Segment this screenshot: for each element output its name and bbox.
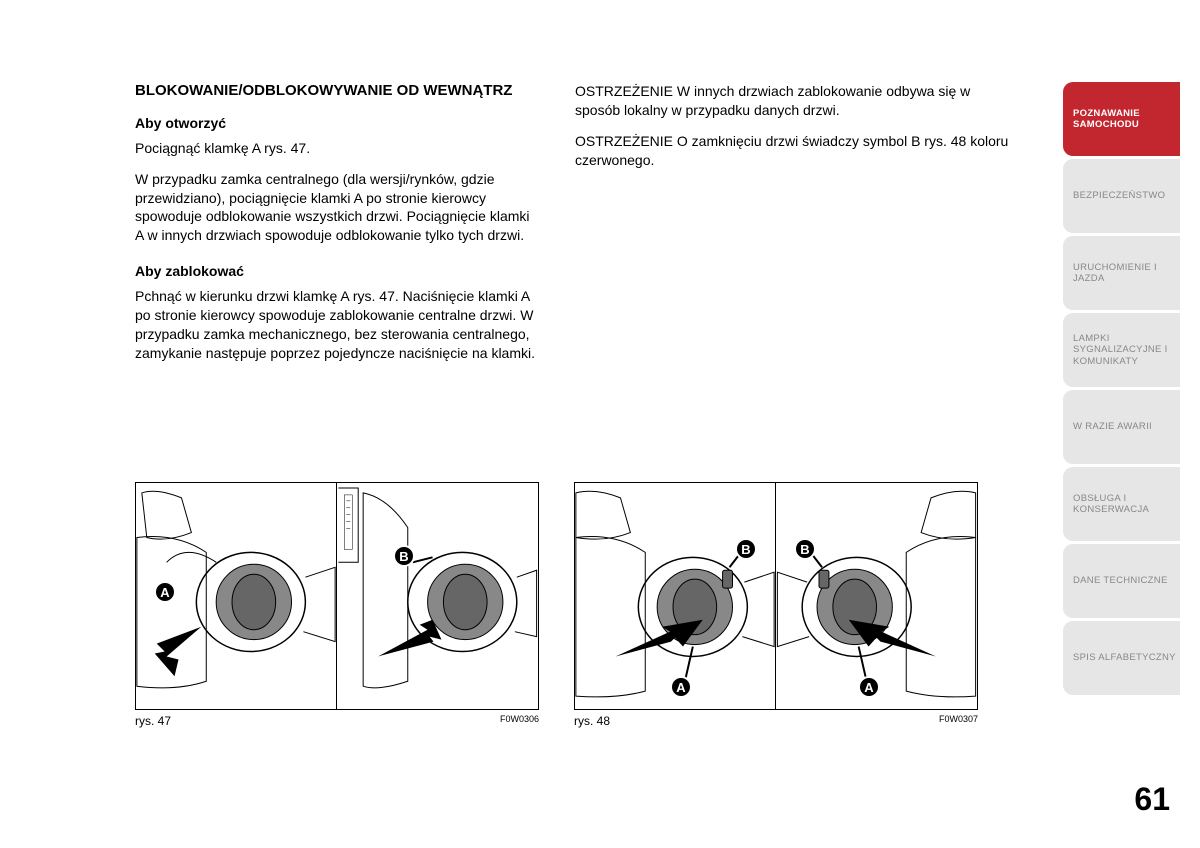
figure-caption: rys. 48 <box>574 714 610 728</box>
tab-poznawanie[interactable]: POZNAWANIE SAMOCHODU <box>1063 82 1180 156</box>
right-column: OSTRZEŻENIE W innych drzwiach zablokowan… <box>575 82 1015 182</box>
marker-a: A <box>154 581 176 603</box>
tab-uruchomienie[interactable]: URUCHOMIENIE I JAZDA <box>1063 236 1180 310</box>
tab-label: DANE TECHNICZNE <box>1073 575 1168 586</box>
left-column: BLOKOWANIE/ODBLOKOWYWANIE OD WEWNĄTRZ Ab… <box>135 82 540 375</box>
marker-a: A <box>858 676 880 698</box>
figure-48-group: B A B A rys <box>574 482 978 728</box>
figure-47-right: B <box>337 482 539 710</box>
tab-lampki[interactable]: LAMPKI SYGNALIZACYJNE I KOMUNIKATY <box>1063 313 1180 387</box>
marker-b: B <box>393 545 415 567</box>
sidebar-tabs: POZNAWANIE SAMOCHODU BEZPIECZEŃSTWO URUC… <box>1063 82 1180 698</box>
subheading-lock: Aby zablokować <box>135 263 540 279</box>
tab-label: POZNAWANIE SAMOCHODU <box>1073 108 1180 131</box>
figures-container: A B <box>135 482 1025 728</box>
marker-b: B <box>794 538 816 560</box>
paragraph: Pociągnąć klamkę A rys. 47. <box>135 139 540 158</box>
tab-label: BEZPIECZEŃSTWO <box>1073 190 1165 201</box>
tab-bezpieczenstwo[interactable]: BEZPIECZEŃSTWO <box>1063 159 1180 233</box>
tab-label: SPIS ALFABETYCZNY <box>1073 652 1176 663</box>
figure-code: F0W0307 <box>939 714 978 728</box>
paragraph: W przypadku zamka centralnego (dla wersj… <box>135 170 540 246</box>
figure-48-right: B A <box>776 482 978 710</box>
figure-48-left: B A <box>574 482 776 710</box>
figure-47-left: A <box>135 482 337 710</box>
tab-dane[interactable]: DANE TECHNICZNE <box>1063 544 1180 618</box>
tab-awaria[interactable]: W RAZIE AWARII <box>1063 390 1180 464</box>
paragraph: OSTRZEŻENIE W innych drzwiach zablokowan… <box>575 82 1015 120</box>
tab-spis[interactable]: SPIS ALFABETYCZNY <box>1063 621 1180 695</box>
figure-48-caption-row: rys. 48 F0W0307 <box>574 714 978 728</box>
marker-b: B <box>735 538 757 560</box>
figure-code: F0W0306 <box>500 714 539 728</box>
figure-47-group: A B <box>135 482 539 728</box>
figure-47-caption-row: rys. 47 F0W0306 <box>135 714 539 728</box>
door-handle-illustration-icon <box>575 483 775 709</box>
tab-label: OBSŁUGA I KONSERWACJA <box>1073 493 1180 516</box>
subheading-open: Aby otworzyć <box>135 115 540 131</box>
paragraph: OSTRZEŻENIE O zamknięciu drzwi świadczy … <box>575 132 1015 170</box>
tab-label: URUCHOMIENIE I JAZDA <box>1073 262 1180 285</box>
tab-obsluga[interactable]: OBSŁUGA I KONSERWACJA <box>1063 467 1180 541</box>
door-handle-illustration-icon <box>776 483 977 709</box>
figure-caption: rys. 47 <box>135 714 171 728</box>
page-number: 61 <box>1134 781 1170 818</box>
door-handle-illustration-icon <box>337 483 538 709</box>
content-area: BLOKOWANIE/ODBLOKOWYWANIE OD WEWNĄTRZ Ab… <box>135 82 1025 375</box>
paragraph: Pchnąć w kierunku drzwi klamkę A rys. 47… <box>135 287 540 363</box>
tab-label: W RAZIE AWARII <box>1073 421 1152 432</box>
tab-label: LAMPKI SYGNALIZACYJNE I KOMUNIKATY <box>1073 333 1180 367</box>
marker-a: A <box>670 676 692 698</box>
section-heading: BLOKOWANIE/ODBLOKOWYWANIE OD WEWNĄTRZ <box>135 82 540 101</box>
